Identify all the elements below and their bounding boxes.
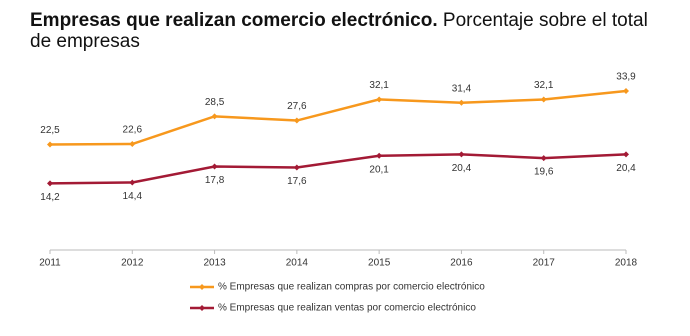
- x-tick-label: 2012: [121, 258, 144, 269]
- x-tick-label: 2013: [203, 258, 226, 269]
- data-label: 17,6: [287, 176, 307, 187]
- x-tick-label: 2018: [615, 258, 638, 269]
- data-label: 17,8: [205, 175, 225, 186]
- point: [623, 151, 629, 158]
- data-label: 32,1: [369, 80, 389, 91]
- data-label: 20,1: [369, 164, 389, 175]
- legend-label: % Empresas que realizan compras por come…: [218, 282, 485, 293]
- data-label: 22,6: [123, 125, 143, 136]
- data-label: 31,4: [452, 83, 472, 94]
- x-tick-label: 2016: [450, 258, 473, 269]
- x-tick-label: 2015: [368, 258, 391, 269]
- chart-subtitle: Porcentaje sobre el total de empresas: [30, 10, 648, 52]
- point: [540, 96, 547, 103]
- x-tick-label: 2011: [39, 258, 61, 269]
- chart-title: Empresas que realizan comercio electróni…: [30, 10, 438, 31]
- point: [458, 99, 465, 106]
- x-tick-label: 2017: [533, 258, 556, 269]
- x-tick-label: 2014: [286, 258, 309, 269]
- data-label: 33,9: [616, 72, 636, 83]
- point: [376, 152, 383, 159]
- point: [211, 113, 218, 120]
- point: [458, 151, 465, 158]
- legend-marker: [199, 305, 205, 311]
- point: [293, 164, 300, 171]
- data-label: 22,5: [40, 125, 60, 136]
- data-label: 28,5: [205, 97, 225, 108]
- data-label: 32,1: [534, 80, 554, 91]
- series-line: [49, 89, 627, 146]
- point: [129, 179, 136, 186]
- legend-marker: [199, 284, 205, 290]
- data-label: 27,6: [287, 101, 307, 112]
- title-block: Empresas que realizan comercio electróni…: [30, 10, 670, 52]
- point: [376, 96, 383, 103]
- data-label: 14,2: [40, 192, 60, 203]
- point: [47, 180, 53, 187]
- data-label: 20,4: [616, 163, 636, 174]
- point: [129, 141, 136, 147]
- point: [623, 88, 629, 94]
- legend-label: % Empresas que realizan ventas por comer…: [218, 303, 476, 314]
- point: [47, 141, 53, 148]
- point: [540, 155, 547, 162]
- data-label: 14,4: [123, 191, 143, 202]
- data-label: 19,6: [534, 167, 554, 178]
- point: [293, 117, 300, 124]
- data-label: 20,4: [452, 163, 472, 174]
- series-line: [49, 153, 627, 185]
- point: [211, 163, 218, 170]
